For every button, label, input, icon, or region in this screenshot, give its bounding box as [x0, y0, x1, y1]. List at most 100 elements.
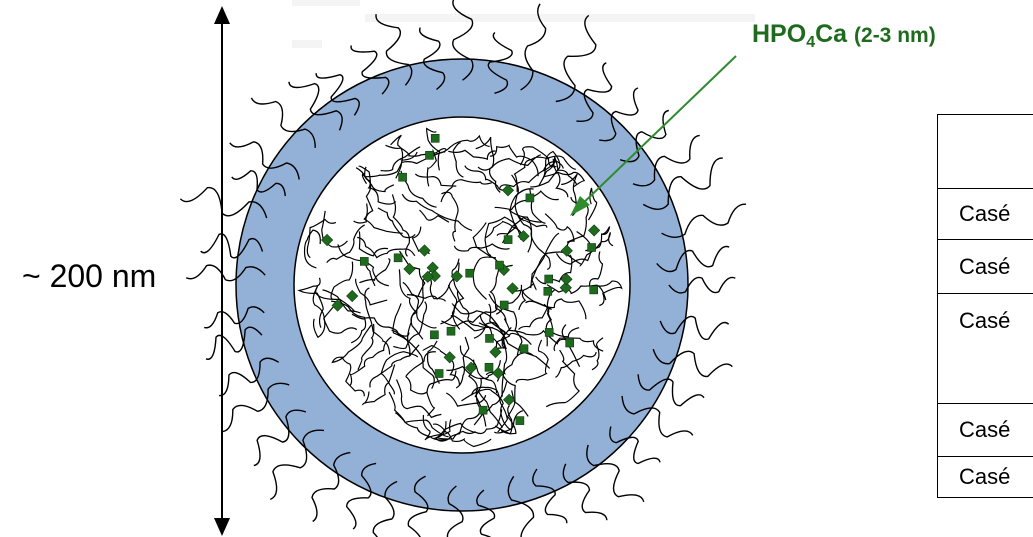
casein-chain: [489, 144, 539, 177]
phosphate-granule: [398, 172, 407, 182]
casein-chain: [341, 356, 365, 397]
casein-chain: [552, 158, 569, 198]
casein-chain: [530, 150, 561, 188]
kappa-casein-hair: [203, 306, 265, 329]
kappa-casein-hair: [532, 468, 568, 524]
casein-chain: [361, 173, 395, 193]
casein-chain: [426, 370, 457, 417]
phosphate-granule: [495, 260, 504, 270]
casein-chain: [500, 390, 517, 435]
kappa-casein-hair: [446, 485, 464, 537]
kappa-casein-hair: [375, 14, 413, 86]
casein-chain: [401, 193, 473, 231]
casein-chain: [513, 156, 557, 192]
kappa-casein-hair: [599, 87, 639, 142]
phosphate-granule: [560, 273, 573, 286]
casein-chain: [398, 269, 424, 340]
phosphate-formula-subscript: 4: [806, 34, 816, 51]
kappa-casein-hairs: [179, 0, 747, 537]
casein-chain: [380, 146, 421, 172]
kappa-casein-hair: [652, 348, 733, 378]
casein-chain: [496, 188, 534, 237]
kappa-casein-hair: [315, 73, 360, 116]
casein-chain: [448, 149, 496, 161]
kappa-casein-hair: [452, 0, 474, 81]
casein-chain: [405, 351, 436, 395]
phosphate-granule: [450, 270, 463, 283]
kappa-casein-hair: [668, 276, 736, 294]
table-row: Casé: [937, 403, 1033, 457]
table-row: Casé: [937, 188, 1033, 240]
casein-chain: [377, 207, 416, 239]
casein-chain: [453, 243, 510, 252]
kappa-casein-hair: [632, 134, 700, 187]
casein-chain: [447, 284, 461, 330]
casein-chain: [579, 232, 614, 267]
table-cell: Casé: [937, 188, 1033, 240]
casein-chain: [499, 161, 557, 189]
calcium-phosphate-label: HPO4Ca (2-3 nm): [752, 20, 936, 52]
casein-chain: [441, 306, 498, 327]
kappa-casein-hair: [311, 451, 351, 523]
casein-chain: [535, 254, 573, 285]
table-row: Casé: [937, 456, 1033, 498]
phosphate-granule: [499, 300, 509, 310]
casein-chain: [426, 127, 441, 171]
casein-chain: [508, 209, 533, 253]
casein-chain: [349, 336, 392, 386]
phosphate-granule: [346, 289, 359, 303]
phosphate-granule: [489, 345, 502, 359]
casein-chain: [515, 339, 549, 383]
kappa-casein-hair: [418, 27, 446, 91]
casein-chain: [441, 191, 459, 242]
casein-chain: [395, 379, 442, 419]
table-header-row: [937, 114, 1033, 189]
size-arrow-top-head: [214, 6, 230, 24]
kappa-casein-hair: [253, 409, 307, 467]
phosphate-granule: [434, 369, 444, 378]
kappa-casein-hair: [179, 186, 268, 219]
casein-chain: [433, 422, 476, 440]
phosphate-granule: [525, 193, 535, 203]
casein-chain: [380, 351, 419, 395]
phosphate-granule: [446, 326, 456, 336]
phosphate-granule: [478, 405, 488, 415]
phosphate-granule: [484, 362, 494, 372]
faint-background-patch: [292, 40, 322, 48]
casein-chain: [500, 326, 512, 397]
casein-chain: [390, 134, 404, 179]
kappa-casein-hair: [350, 45, 390, 95]
phosphate-granule: [506, 282, 519, 295]
casein-chain: [484, 216, 522, 257]
phosphate-granule: [426, 261, 439, 274]
table-cell: Casé: [937, 293, 1033, 404]
casein-chain: [440, 258, 465, 325]
phosphate-granule: [565, 338, 575, 348]
kappa-casein-hair: [407, 475, 429, 537]
kappa-casein-hair: [642, 157, 723, 210]
table-cell: Casé: [937, 403, 1033, 457]
kappa-casein-hair: [555, 14, 597, 103]
casein-chain: [555, 230, 593, 265]
kappa-casein-hair: [576, 62, 613, 122]
casein-chain: [407, 266, 436, 342]
casein-chain: [414, 173, 457, 187]
casein-chain: [358, 231, 389, 257]
phosphate-granule: [503, 235, 513, 244]
casein-chain: [591, 337, 604, 371]
casein-chain: [518, 283, 534, 311]
kappa-casein-hair: [619, 109, 669, 163]
casein-chain: [474, 377, 487, 427]
phosphate-granule: [430, 134, 440, 143]
table-row: Casé: [937, 239, 1033, 294]
micelle-size-label: ~ 200 nm: [22, 258, 157, 294]
phosphate-granule: [421, 270, 434, 283]
kappa-casein-hair: [250, 97, 316, 148]
kappa-casein-hair: [586, 444, 645, 503]
kappa-casein-hair: [372, 480, 398, 537]
casein-chain: [306, 218, 337, 259]
casein-table: Casé Casé Casé Casé Casé: [937, 114, 1033, 498]
casein-chain: [355, 278, 388, 306]
casein-chain: [419, 209, 450, 223]
